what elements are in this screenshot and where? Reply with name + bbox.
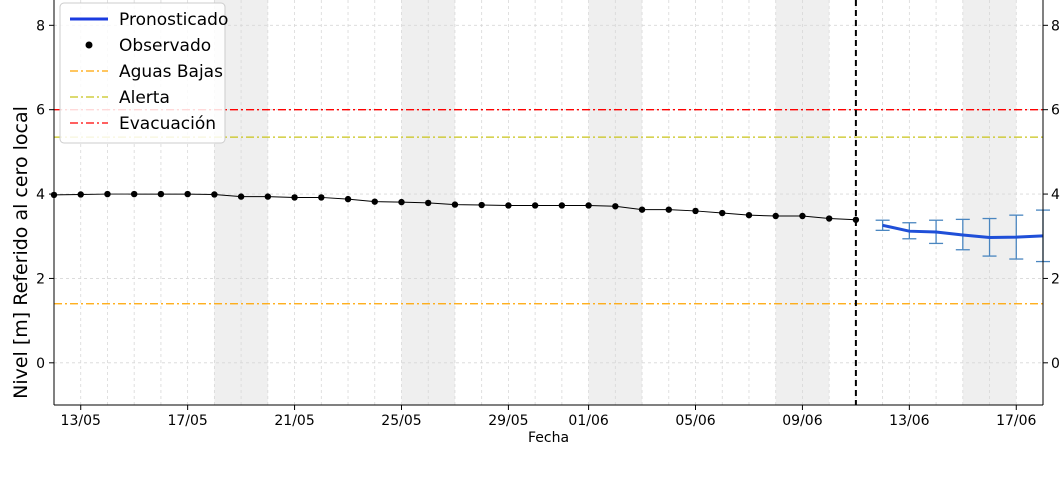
x-tick-label: 25/05 — [381, 413, 421, 429]
observed-point — [692, 207, 699, 215]
observed-point — [612, 203, 619, 210]
x-tick-label: 05/06 — [675, 413, 715, 429]
axes: 0 0 2 2 4 4 6 6 8 8 13/05 17/05 21/05 25/05 29/05 01/06… — [36, 0, 1060, 429]
observed-point — [184, 190, 191, 198]
legend: Pronosticado Observado Aguas Bajas Alerta Ev… — [59, 2, 228, 144]
legend-observed-swatch — [85, 41, 93, 49]
observed-point — [264, 193, 272, 200]
grid-lines — [53, 0, 1044, 405]
observed-point — [371, 198, 378, 205]
y-tick-label-right: 6 — [1051, 103, 1060, 119]
x-axis-title: Fecha — [528, 430, 569, 446]
x-tick-label: 13/06 — [889, 413, 929, 429]
y-tick-label: 4 — [36, 187, 45, 203]
y-tick-label: 0 — [36, 356, 45, 372]
legend-label: Evacuación — [119, 114, 216, 134]
observed-point — [291, 194, 298, 201]
observed-point — [852, 216, 860, 223]
observed-point — [237, 193, 245, 200]
x-tick-label: 13/05 — [61, 413, 101, 429]
observed-point — [104, 190, 111, 198]
observed-point — [585, 202, 592, 209]
y-tick-label: 6 — [36, 103, 45, 119]
observed-point — [425, 199, 432, 207]
observed-point — [665, 206, 672, 213]
observed-point — [745, 211, 753, 219]
x-tick-label: 29/05 — [488, 413, 528, 429]
legend-box — [59, 2, 226, 144]
y-tick-label-right: 8 — [1051, 18, 1060, 34]
observed-point — [77, 191, 84, 198]
observed-point — [638, 206, 646, 213]
observed-point — [157, 190, 165, 198]
x-tick-label: 09/06 — [782, 413, 822, 429]
x-tick-label: 21/05 — [274, 413, 314, 429]
y-tick-label-right: 4 — [1051, 187, 1060, 203]
legend-label: Alerta — [119, 88, 170, 108]
observed-point — [318, 194, 325, 201]
observed-point — [772, 212, 779, 220]
observed-point — [130, 190, 138, 198]
observed-point — [719, 209, 726, 217]
observed-point — [451, 201, 459, 208]
y-axis-title: Nivel [m] Referido al cero local — [10, 106, 32, 399]
legend-label: Pronosticado — [119, 10, 228, 30]
observed-point — [344, 195, 352, 203]
y-tick-label-right: 2 — [1051, 271, 1060, 287]
observed-point — [531, 202, 539, 209]
observed-point — [478, 201, 485, 209]
x-tick-label: 01/06 — [568, 413, 608, 429]
observed-point — [825, 215, 833, 222]
legend-label: Aguas Bajas — [119, 62, 223, 82]
series-layer — [50, 0, 1050, 405]
observed-point — [799, 212, 806, 220]
y-tick-label: 2 — [36, 271, 45, 287]
observed-point — [398, 198, 405, 206]
observed-point — [558, 202, 566, 209]
observed-point — [505, 202, 512, 209]
y-tick-label: 8 — [36, 18, 45, 34]
observed-point — [211, 191, 218, 198]
x-tick-label: 17/05 — [167, 413, 207, 429]
legend-label: Observado — [119, 36, 211, 56]
forecast-line — [882, 223, 1044, 240]
x-tick-label: 17/06 — [996, 413, 1036, 429]
y-tick-label-right: 0 — [1051, 356, 1060, 372]
